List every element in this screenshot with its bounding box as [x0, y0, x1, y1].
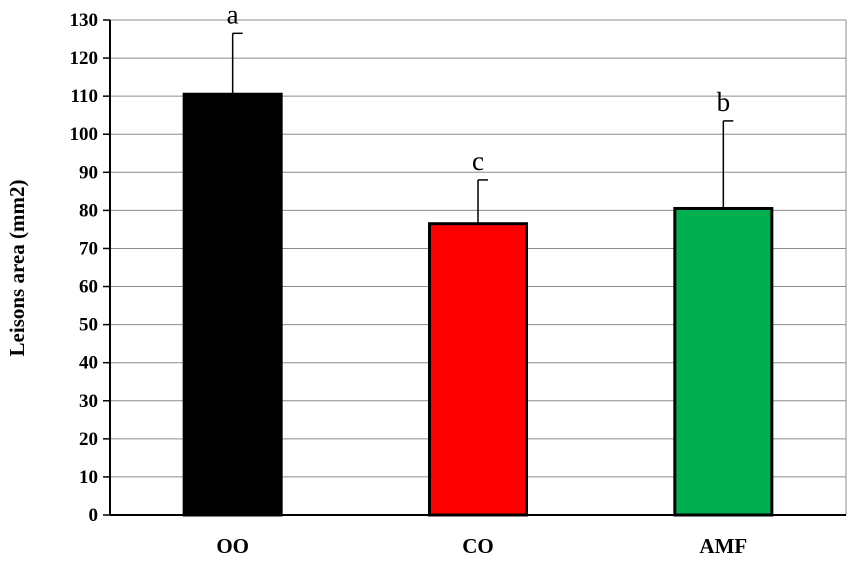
significance-letter: a	[227, 0, 239, 29]
bar-amf	[673, 206, 774, 517]
y-tick-label: 70	[79, 238, 98, 259]
x-category-label: CO	[462, 534, 494, 558]
y-tick-label: 80	[79, 200, 98, 221]
significance-letter: c	[472, 146, 484, 176]
y-tick-label: 100	[70, 124, 99, 145]
significance-letter: b	[717, 87, 731, 117]
y-tick-label: 20	[79, 429, 98, 450]
x-category-label: OO	[216, 534, 249, 558]
y-tick-label: 60	[79, 277, 98, 298]
bar-oo	[182, 92, 283, 517]
y-tick-label: 90	[79, 162, 98, 183]
significance-labels: a c b	[227, 0, 730, 176]
y-tick-label: 130	[70, 10, 99, 31]
y-tick-label: 50	[79, 315, 98, 336]
y-tick-label: 10	[79, 467, 98, 488]
y-tick-labels: 0 10 20 30 40 50 60 70 80 90 100 110 120 130	[70, 10, 99, 526]
bars	[182, 92, 774, 517]
y-tick-label: 40	[79, 353, 98, 374]
error-bars	[231, 32, 734, 224]
bar-co	[428, 222, 528, 517]
y-tick-label: 110	[71, 86, 98, 107]
y-tick-label: 0	[89, 505, 99, 526]
y-tick-label: 120	[70, 48, 99, 69]
y-tick-label: 30	[79, 391, 98, 412]
y-axis-title: Leisons area (mm2)	[5, 180, 29, 357]
x-category-labels: OO CO AMF	[216, 534, 747, 558]
x-category-label: AMF	[699, 534, 747, 558]
axes	[103, 19, 846, 516]
